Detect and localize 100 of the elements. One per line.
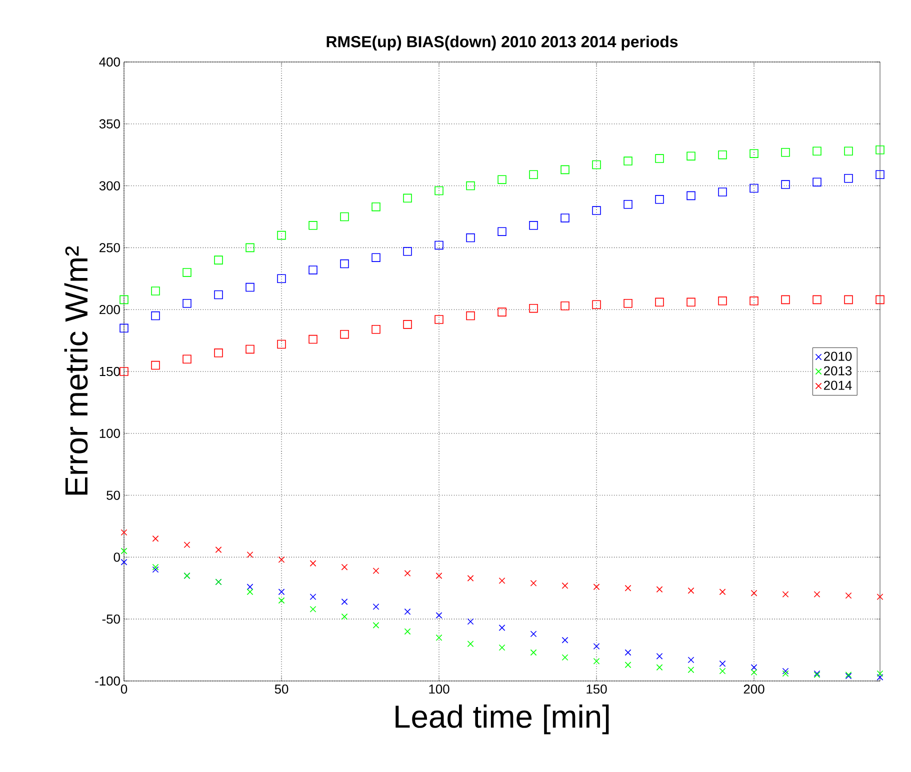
point bbox=[498, 644, 506, 651]
point bbox=[120, 367, 128, 376]
point bbox=[498, 624, 506, 631]
point bbox=[341, 564, 348, 570]
legend-label: 2013 bbox=[824, 366, 852, 376]
point bbox=[308, 266, 318, 274]
y-axis-title: Error metric W/m² bbox=[64, 246, 88, 495]
point bbox=[750, 669, 758, 676]
point bbox=[466, 233, 475, 242]
point bbox=[624, 649, 632, 656]
legend-label: 2014 bbox=[824, 380, 852, 390]
point bbox=[308, 334, 318, 344]
point bbox=[467, 575, 474, 582]
point bbox=[624, 662, 632, 668]
point bbox=[120, 529, 128, 536]
point bbox=[340, 259, 349, 268]
point bbox=[562, 582, 568, 589]
point bbox=[656, 664, 663, 671]
point bbox=[781, 180, 790, 189]
point bbox=[277, 274, 286, 284]
point bbox=[182, 354, 192, 364]
point bbox=[592, 160, 601, 170]
point bbox=[750, 664, 758, 671]
point bbox=[372, 622, 380, 628]
point bbox=[403, 194, 412, 203]
point bbox=[340, 212, 349, 222]
point bbox=[341, 598, 348, 605]
point bbox=[152, 564, 159, 570]
point bbox=[593, 643, 600, 650]
y-tick-label: -50 bbox=[102, 614, 120, 624]
point bbox=[310, 594, 316, 600]
point bbox=[434, 240, 444, 250]
point bbox=[498, 308, 506, 316]
point bbox=[656, 586, 663, 593]
point bbox=[845, 592, 852, 599]
point bbox=[466, 181, 475, 190]
point bbox=[624, 299, 632, 308]
y-tick-label: 250 bbox=[100, 243, 120, 252]
point bbox=[812, 178, 822, 186]
point bbox=[246, 344, 254, 354]
point bbox=[404, 628, 411, 635]
point bbox=[436, 572, 442, 579]
y-tick-label: 350 bbox=[99, 119, 120, 128]
point bbox=[750, 590, 758, 596]
y-tick-label: -100 bbox=[95, 676, 120, 686]
point bbox=[876, 594, 884, 600]
point bbox=[308, 221, 318, 230]
point bbox=[184, 542, 190, 548]
point bbox=[876, 146, 884, 154]
point bbox=[215, 546, 222, 553]
point bbox=[876, 170, 884, 180]
x-tick-label: 100 bbox=[429, 684, 450, 694]
point bbox=[782, 668, 789, 674]
point bbox=[372, 325, 380, 334]
point bbox=[655, 298, 664, 307]
point bbox=[562, 654, 568, 661]
y-tick-label: 300 bbox=[99, 181, 120, 190]
point bbox=[812, 146, 822, 156]
point bbox=[781, 295, 790, 304]
point bbox=[277, 230, 286, 240]
point bbox=[718, 296, 727, 306]
point bbox=[152, 566, 159, 573]
point bbox=[529, 221, 538, 230]
point bbox=[530, 580, 537, 586]
point bbox=[120, 558, 128, 566]
point bbox=[844, 146, 853, 156]
point bbox=[310, 606, 316, 612]
point bbox=[277, 340, 286, 349]
point bbox=[782, 670, 789, 677]
point bbox=[781, 148, 790, 157]
point bbox=[151, 286, 160, 296]
point bbox=[246, 243, 254, 252]
point bbox=[498, 175, 506, 184]
point bbox=[214, 348, 223, 358]
point bbox=[812, 295, 822, 304]
point bbox=[404, 608, 411, 615]
point bbox=[876, 295, 884, 304]
point bbox=[655, 154, 664, 163]
y-tick-label: 50 bbox=[106, 490, 120, 500]
point bbox=[624, 200, 632, 209]
point bbox=[214, 256, 223, 264]
point bbox=[719, 668, 726, 674]
point bbox=[592, 300, 601, 310]
y-tick-label: 400 bbox=[99, 57, 120, 67]
point bbox=[246, 551, 254, 558]
point bbox=[403, 320, 412, 329]
point bbox=[686, 298, 696, 307]
point bbox=[466, 311, 475, 320]
point bbox=[436, 612, 442, 619]
point bbox=[404, 570, 411, 576]
point bbox=[151, 311, 160, 320]
point bbox=[372, 253, 380, 262]
point bbox=[529, 304, 538, 313]
point bbox=[214, 290, 223, 300]
point bbox=[372, 603, 380, 610]
x-tick-label: 150 bbox=[586, 684, 607, 694]
point bbox=[498, 227, 506, 236]
legend-label: 2010 bbox=[824, 352, 852, 361]
point bbox=[372, 202, 380, 212]
point bbox=[624, 156, 632, 166]
